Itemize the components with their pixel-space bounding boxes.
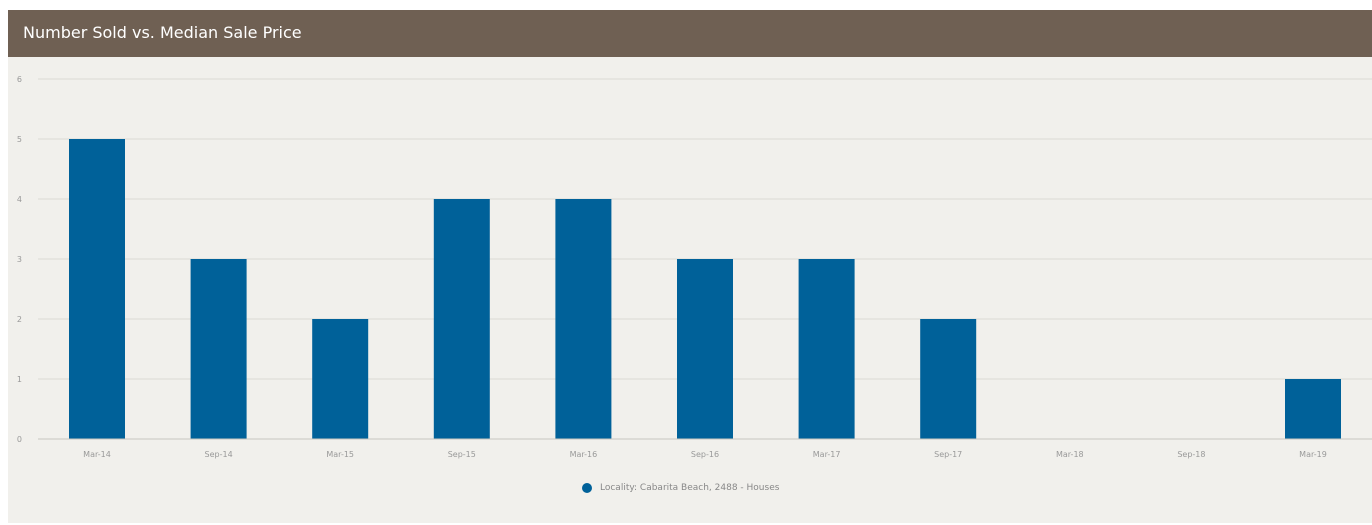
x-tick-label: Mar-19	[1299, 450, 1327, 459]
y-tick-label: 1	[17, 375, 22, 384]
bar-mar-16[interactable]	[555, 199, 612, 439]
x-tick-label: Sep-15	[448, 450, 476, 459]
bar-mar-15[interactable]	[312, 319, 369, 439]
bar-sep-15[interactable]	[433, 199, 490, 439]
y-tick-label: 5	[17, 135, 22, 144]
x-axis-ticks: Mar-14 Sep-14 Mar-15 Sep-15 Mar-16 Sep-16 Mar-…	[83, 450, 1327, 459]
bar-mar-14[interactable]	[69, 139, 125, 439]
legend[interactable]: Locality: Cabarita Beach, 2488 - Houses	[582, 480, 779, 496]
bar-sep-17[interactable]	[920, 319, 977, 439]
y-tick-label: 4	[17, 195, 22, 204]
x-tick-label: Sep-14	[205, 450, 233, 459]
y-axis-ticks: 0 1 2 3 4 5 6	[17, 75, 22, 444]
x-tick-label: Sep-17	[934, 450, 962, 459]
x-tick-label: Sep-18	[1177, 450, 1205, 459]
y-tick-label: 2	[17, 315, 22, 324]
chart-title: Number Sold vs. Median Sale Price	[23, 23, 302, 42]
chart-panel: Number Sold vs. Median Sale Price 0 1 2 3 4 5…	[8, 10, 1372, 523]
bar-mar-19[interactable]	[1285, 379, 1341, 439]
bar-chart: 0 1 2 3 4 5 6 Mar-14 Sep-14 Mar-15 Sep-15 Mar-16 Se…	[17, 75, 1372, 459]
x-tick-label: Mar-17	[813, 450, 841, 459]
legend-marker-icon	[582, 483, 592, 493]
bar-sep-16[interactable]	[677, 259, 733, 439]
legend-label: Locality: Cabarita Beach, 2488 - Houses	[600, 483, 780, 493]
bar-mar-17[interactable]	[798, 259, 855, 439]
x-tick-label: Mar-18	[1056, 450, 1084, 459]
y-tick-label: 6	[17, 75, 22, 84]
x-tick-label: Sep-16	[691, 450, 719, 459]
x-tick-label: Mar-15	[326, 450, 354, 459]
y-tick-label: 3	[17, 255, 22, 264]
bars	[69, 139, 1341, 439]
bar-sep-14[interactable]	[190, 259, 247, 439]
y-tick-label: 0	[17, 435, 22, 444]
x-tick-label: Mar-14	[83, 450, 111, 459]
chart-header: Number Sold vs. Median Sale Price	[8, 10, 1372, 57]
x-tick-label: Mar-16	[570, 450, 598, 459]
